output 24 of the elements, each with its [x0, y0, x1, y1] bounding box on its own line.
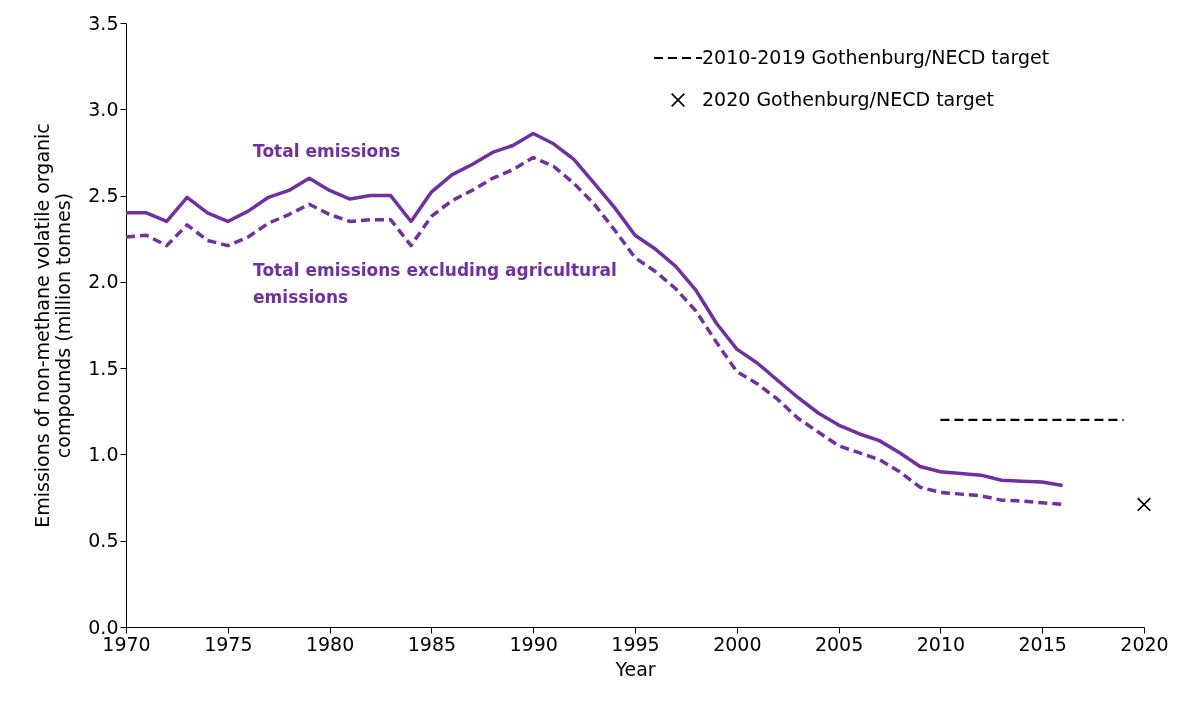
x-tick-label: 1980 — [305, 632, 355, 655]
y-tick-label: 0.0 — [88, 615, 119, 638]
y-tick-label: 3.5 — [88, 11, 119, 34]
y-tick-label: 0.5 — [88, 529, 119, 552]
series-label: Total emissions — [253, 141, 401, 162]
x-tick-label: 2020 — [1120, 632, 1169, 655]
x-axis-title: Year — [614, 657, 656, 680]
legend-label: 2010-2019 Gothenburg/NECD target — [702, 46, 1050, 68]
x-tick-label: 2005 — [814, 632, 864, 655]
x-tick-label: 1985 — [407, 632, 457, 655]
y-tick-label: 3.0 — [88, 97, 119, 120]
x-tick-label: 2000 — [713, 632, 762, 655]
y-tick-label: 1.0 — [88, 442, 119, 465]
x-tick-label: 2015 — [1018, 632, 1067, 655]
x-tick-label: 1995 — [611, 632, 660, 655]
y-tick-label: 2.5 — [88, 184, 119, 207]
x-tick-label: 2010 — [916, 632, 966, 655]
legend-label: 2020 Gothenburg/NECD target — [702, 88, 994, 110]
x-tick-label: 1975 — [204, 632, 253, 655]
series-label: Total emissions excluding agricultural emissions — [253, 259, 617, 307]
y-axis-title: Emissions of non-methane volatile organic compounds (million tonnes) — [31, 123, 75, 528]
y-tick-label: 1.5 — [88, 356, 119, 379]
y-tick-label: 2.0 — [88, 270, 119, 293]
x-tick-label: 1990 — [509, 632, 558, 655]
